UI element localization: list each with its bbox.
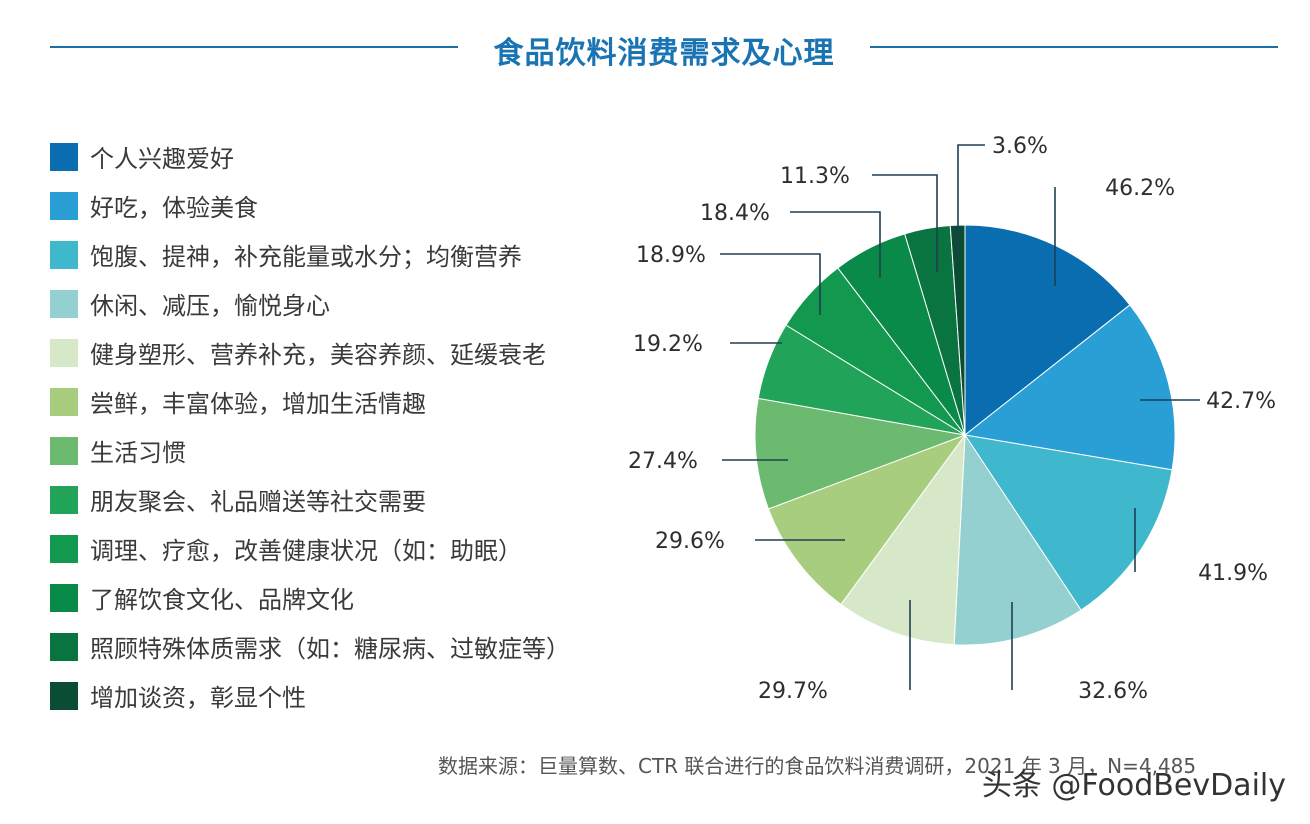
legend-label: 休闲、减压，愉悦身心 — [90, 292, 330, 320]
legend-swatch — [50, 681, 78, 710]
legend-item: 个人兴趣爱好 — [50, 132, 610, 181]
chart-legend: 个人兴趣爱好 好吃，体验美食饱腹、提神，补充能量或水分；均衡营养 休闲、减压，愉悦身… — [50, 132, 610, 720]
legend-item: 健身塑形、营养补充，美容养颜、延缓衰老 — [50, 328, 610, 377]
title-divider-right — [870, 46, 1278, 48]
pie-leader-lines — [720, 144, 1200, 690]
pie-slices — [754, 224, 1176, 646]
leader-line — [872, 174, 938, 272]
legend-item: 休闲、减压，愉悦身心 — [50, 279, 610, 328]
value-label: 27.4% — [628, 449, 698, 474]
leader-line — [790, 211, 881, 278]
pie-slice — [840, 433, 966, 646]
legend-item: 调理、疗愈，改善健康状况（如：助眠） — [50, 524, 610, 573]
value-label: 29.7% — [758, 679, 828, 704]
pie-slice — [963, 434, 1173, 611]
data-source-note: 数据来源：巨量算数、CTR 联合进行的食品饮料消费调研，2021 年 3 月，N… — [438, 754, 1197, 778]
legend-swatch — [50, 534, 78, 563]
legend-label: 个人兴趣爱好 — [90, 145, 234, 173]
value-label: 18.4% — [700, 201, 770, 226]
pie-slice — [964, 224, 1131, 437]
value-label: 32.6% — [1078, 679, 1148, 704]
legend-swatch — [50, 338, 78, 367]
legend-item: 饱腹、提神，补充能量或水分；均衡营养 — [50, 230, 610, 279]
value-label: 18.9% — [636, 243, 706, 268]
legend-item: 增加谈资，彰显个性 — [50, 671, 610, 720]
legend-label: 照顾特殊体质需求（如：糖尿病、过敏症等） — [90, 635, 570, 663]
legend-swatch — [50, 485, 78, 514]
value-label: 46.2% — [1105, 176, 1175, 201]
pie-chart: 46.2% 42.7% 41.9% 32.6% 29.7% 29.6% 27.4% 19.2%… — [628, 134, 1276, 704]
pie-slice — [767, 433, 967, 606]
legend-swatch — [50, 289, 78, 318]
value-label: 11.3% — [780, 164, 850, 189]
pie-value-labels: 46.2% 42.7% 41.9% 32.6% 29.7% 29.6% 27.4% 19.2%… — [628, 134, 1276, 704]
legend-label: 尝鲜，丰富体验，增加生活情趣 — [90, 390, 426, 418]
legend-label: 朋友聚会、礼品赠送等社交需要 — [90, 488, 426, 516]
value-label: 19.2% — [633, 332, 703, 357]
value-label: 29.6% — [655, 529, 725, 554]
legend-label: 了解饮食文化、品牌文化 — [90, 586, 354, 614]
chart-title-bar: 食品饮料消费需求及心理 — [50, 22, 1278, 72]
legend-swatch — [50, 436, 78, 465]
legend-label: 好吃，体验美食 — [90, 194, 258, 222]
legend-item: 尝鲜，丰富体验，增加生活情趣 — [50, 377, 610, 426]
pie-slice — [963, 304, 1176, 471]
chart-title: 食品饮料消费需求及心理 — [493, 36, 835, 71]
legend-item: 好吃，体验美食 — [50, 181, 610, 230]
title-divider-left — [50, 46, 458, 48]
legend-swatch — [50, 632, 78, 661]
value-label: 42.7% — [1206, 389, 1276, 414]
value-label: 41.9% — [1198, 561, 1268, 586]
watermark: 头条 @FoodBevDaily — [981, 768, 1286, 803]
legend-item: 生活习惯 — [50, 426, 610, 475]
value-label: 3.6% — [992, 134, 1048, 159]
legend-label: 调理、疗愈，改善健康状况（如：助眠） — [90, 537, 522, 565]
legend-swatch — [50, 240, 78, 269]
legend-swatch — [50, 142, 78, 171]
pie-slice — [953, 433, 1082, 646]
legend-item: 了解饮食文化、品牌文化 — [50, 573, 610, 622]
legend-label: 生活习惯 — [90, 439, 186, 467]
legend-swatch — [50, 387, 78, 416]
legend-label: 健身塑形、营养补充，美容养颜、延缓衰老 — [90, 341, 546, 369]
legend-label: 增加谈资，彰显个性 — [90, 684, 306, 712]
legend-swatch — [50, 191, 78, 220]
leader-line — [720, 253, 821, 315]
legend-item: 朋友聚会、礼品赠送等社交需要 — [50, 475, 610, 524]
legend-swatch — [50, 583, 78, 612]
legend-item: 照顾特殊体质需求（如：糖尿病、过敏症等） — [50, 622, 610, 671]
legend-label: 饱腹、提神，补充能量或水分；均衡营养 — [90, 243, 522, 271]
leader-line — [957, 144, 985, 260]
